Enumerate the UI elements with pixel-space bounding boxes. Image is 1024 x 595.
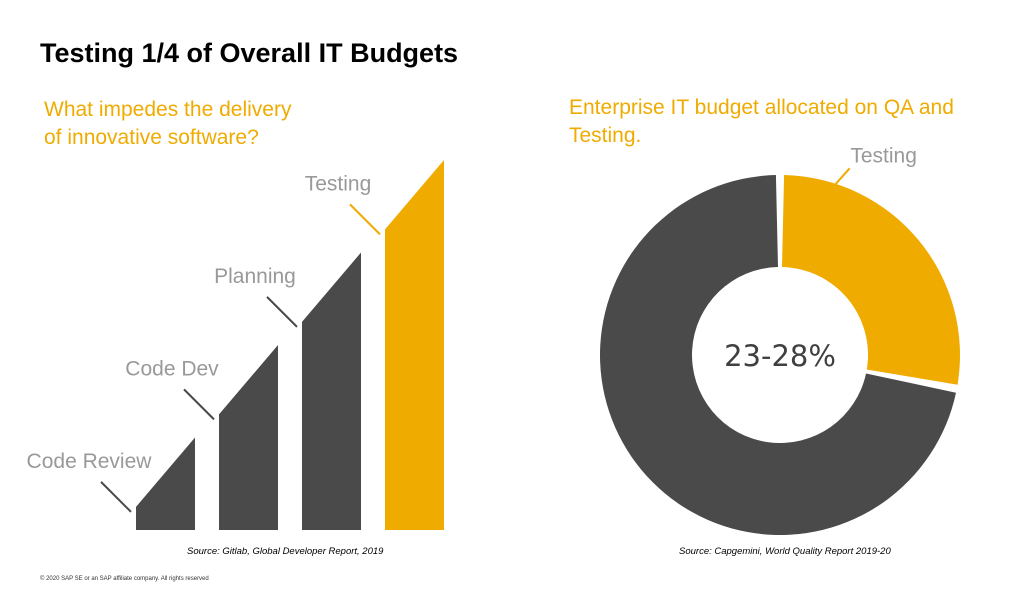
right-chart-title-line-2: Testing. [569,124,642,147]
right-chart-title-line-1: Enterprise IT budget allocated on QA and [569,96,954,119]
bar-label-testing: Testing [305,172,372,195]
donut-slice-other [600,175,957,535]
bar-testing [385,160,444,530]
leader-line-code-review [100,481,132,513]
bar-code-review [136,437,195,530]
slide-title: Testing 1/4 of Overall IT Budgets [40,38,459,68]
donut-slice-testing [781,175,961,385]
bar-label-code-review: Code Review [27,450,153,473]
right-chart-source: Source: Capgemini, World Quality Report … [679,546,891,557]
donut-center-label: 23-28% [724,339,836,373]
bar-label-code-dev: Code Dev [125,357,219,380]
bar-label-planning: Planning [214,265,296,288]
right-chart-title: Enterprise IT budget allocated on QA and… [569,94,999,150]
bar-planning [302,252,361,530]
bar-code-dev [219,345,278,530]
left-chart-source: Source: Gitlab, Global Developer Report,… [187,546,384,557]
donut-label-testing: Testing [850,144,917,167]
leader-line-donut-testing [832,167,851,187]
left-chart-title: What impedes the delivery of innovative … [44,96,344,152]
leader-line-code-dev [183,388,215,421]
left-chart-title-line-2: of innovative software? [44,126,259,149]
leader-line-testing [349,203,381,236]
leader-line-planning [266,296,298,328]
left-chart-title-line-1: What impedes the delivery [44,98,292,121]
copyright-notice: © 2020 SAP SE or an SAP affiliate compan… [40,576,209,582]
